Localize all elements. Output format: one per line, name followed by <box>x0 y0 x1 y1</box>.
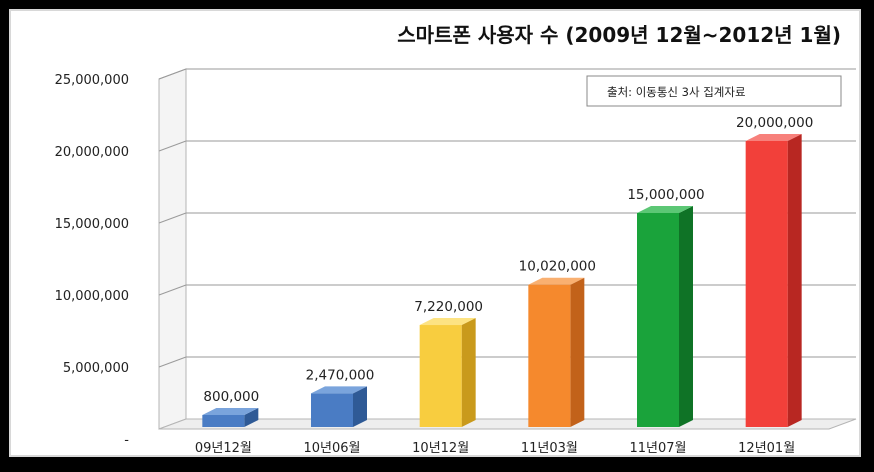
bar-front <box>528 284 571 427</box>
bar-side <box>679 206 693 427</box>
category-label: 10년12월 <box>412 441 469 456</box>
source-note-border <box>586 75 842 107</box>
chart-frame: 스마트폰 사용자 수 (2009년 12월~2012년 1월) - 5,000,0… <box>9 9 861 457</box>
bar-front <box>419 325 462 427</box>
value-labels: 800,000 2,470,000 7,220,000 10,020,000 15,00… <box>203 115 813 405</box>
bar <box>202 408 259 427</box>
bar <box>528 277 585 427</box>
bar <box>745 134 802 427</box>
gridline-diagonal <box>158 212 187 224</box>
gridlines <box>158 68 856 368</box>
category-label: 10년06월 <box>303 441 360 456</box>
value-label: 800,000 <box>203 389 259 405</box>
bar-front <box>745 141 788 427</box>
value-label: 20,000,000 <box>736 115 813 131</box>
y-tick-label: 15,000,000 <box>55 217 129 232</box>
value-label: 7,220,000 <box>414 299 483 315</box>
chart: 스마트폰 사용자 수 (2009년 12월~2012년 1월) - 5,000,0… <box>55 23 857 456</box>
bar-side <box>353 386 367 427</box>
bar-front <box>311 393 353 427</box>
value-label: 2,470,000 <box>306 367 375 383</box>
gridline-diagonal <box>158 68 187 80</box>
category-label: 09년12월 <box>195 441 252 456</box>
bar-front <box>202 415 245 427</box>
y-tick-label: 20,000,000 <box>55 145 129 160</box>
bar-side <box>244 408 259 427</box>
y-axis-ticks: - 5,000,000 10,000,000 15,000,000 20,000,000… <box>55 73 130 448</box>
chart-title: 스마트폰 사용자 수 (2009년 12월~2012년 1월) <box>397 23 841 47</box>
value-label: 15,000,000 <box>627 187 704 203</box>
bar-top <box>419 318 476 326</box>
y-tick-label: 10,000,000 <box>55 289 129 304</box>
source-note: 출처: 이동통신 3사 집계자료 <box>607 85 746 99</box>
bar-top <box>311 386 367 394</box>
bar-top <box>745 134 802 141</box>
category-label: 11년07월 <box>629 441 686 456</box>
bars <box>202 134 802 427</box>
side-wall <box>158 68 187 430</box>
bar <box>419 318 476 427</box>
bar-side <box>570 277 585 427</box>
gridline-diagonal <box>158 356 187 368</box>
bar-front <box>637 213 679 427</box>
category-labels: 09년12월 10년06월 10년12월 11년03월 11년07월 12년01월 <box>195 441 795 456</box>
y-tick-label: - <box>124 433 129 448</box>
category-label: 12년01월 <box>738 441 795 456</box>
gridline-diagonal <box>158 140 187 152</box>
bar-top <box>202 408 259 415</box>
bar-side <box>787 134 802 427</box>
y-tick-label: 25,000,000 <box>55 73 129 88</box>
bar-side <box>461 318 476 427</box>
source-note-box: 출처: 이동통신 3사 집계자료 <box>586 75 842 107</box>
bar-top <box>528 277 585 285</box>
y-tick-label: 5,000,000 <box>63 361 129 376</box>
bar <box>637 206 693 427</box>
value-label: 10,020,000 <box>519 259 596 275</box>
gridline-diagonal <box>158 284 187 296</box>
category-label: 11년03월 <box>521 441 578 456</box>
bar-top <box>637 206 693 213</box>
bar <box>311 386 367 427</box>
